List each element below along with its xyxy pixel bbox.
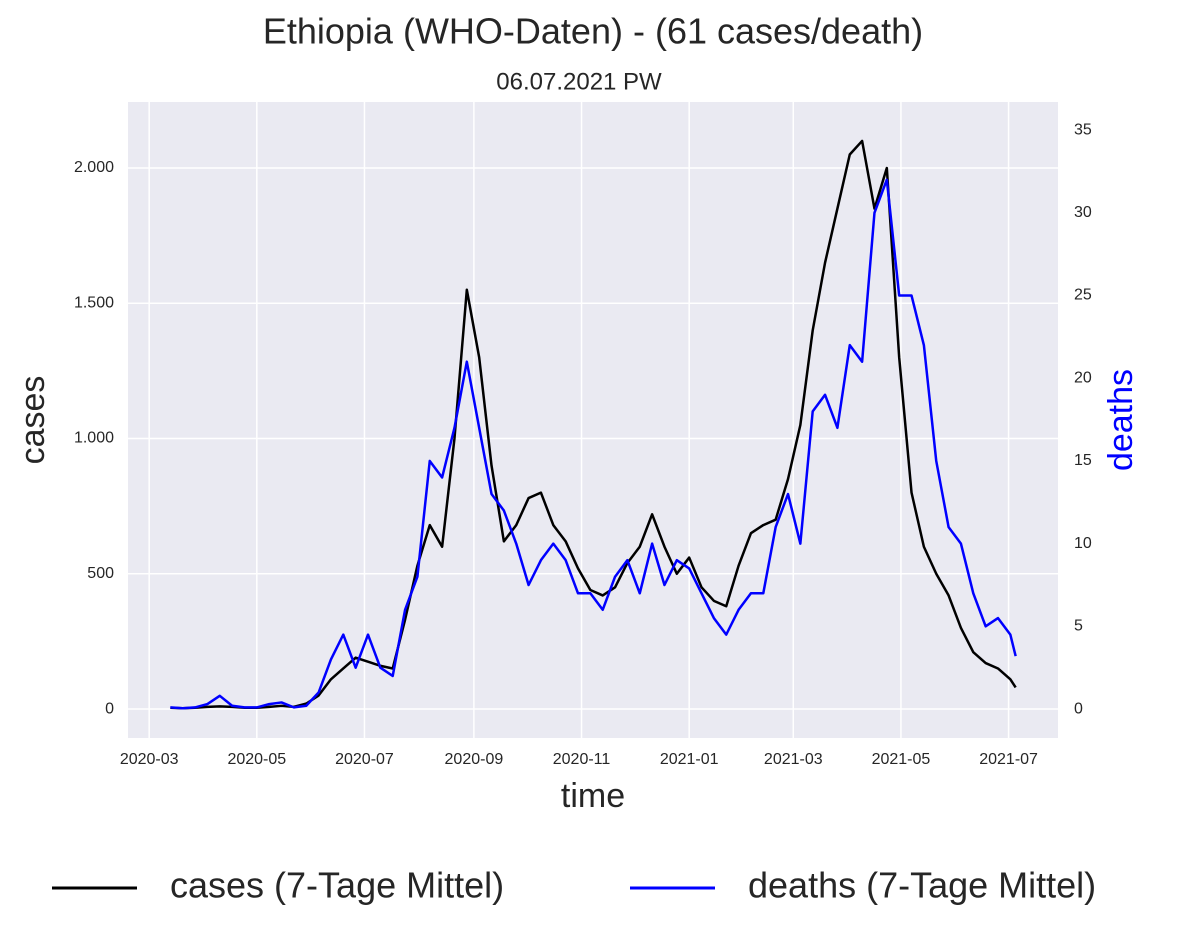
legend-label: deaths (7-Tage Mittel) xyxy=(748,865,1096,906)
y2-tick-label: 20 xyxy=(1074,369,1092,386)
y2-tick-label: 15 xyxy=(1074,452,1092,469)
y-tick-label: 1.000 xyxy=(74,430,114,447)
x-tick-label: 2020-03 xyxy=(120,751,179,768)
y2-tick-label: 10 xyxy=(1074,535,1092,552)
x-tick-label: 2020-05 xyxy=(227,751,286,768)
y2-tick-label: 0 xyxy=(1074,700,1083,717)
y2-tick-label: 25 xyxy=(1074,287,1092,304)
series-line xyxy=(170,178,1017,710)
x-tick-label: 2020-09 xyxy=(445,751,504,768)
chart-title: Ethiopia (WHO-Daten) - (61 cases/death) xyxy=(263,11,923,52)
x-tick-label: 2020-11 xyxy=(553,751,611,768)
chart-subtitle: 06.07.2021 PW xyxy=(496,68,662,95)
x-tick-label: 2021-03 xyxy=(764,751,823,768)
y2-tick-label: 30 xyxy=(1074,204,1092,221)
y-axis-label: cases xyxy=(14,376,52,465)
x-axis-label: time xyxy=(561,777,625,815)
y-tick-label: 2.000 xyxy=(74,159,114,176)
y-tick-label: 0 xyxy=(105,700,114,717)
legend-label: cases (7-Tage Mittel) xyxy=(170,865,504,906)
y2-axis-label: deaths xyxy=(1102,369,1140,471)
plot-area xyxy=(128,102,1058,738)
y2-tick-label: 5 xyxy=(1074,618,1083,635)
x-tick-label: 2021-05 xyxy=(872,751,931,768)
x-tick-label: 2020-07 xyxy=(335,751,394,768)
x-tick-label: 2021-01 xyxy=(660,751,719,768)
y-tick-label: 1.500 xyxy=(74,294,114,311)
x-tick-label: 2021-07 xyxy=(979,751,1038,768)
y-tick-label: 500 xyxy=(87,565,114,582)
y2-tick-label: 35 xyxy=(1074,121,1092,138)
